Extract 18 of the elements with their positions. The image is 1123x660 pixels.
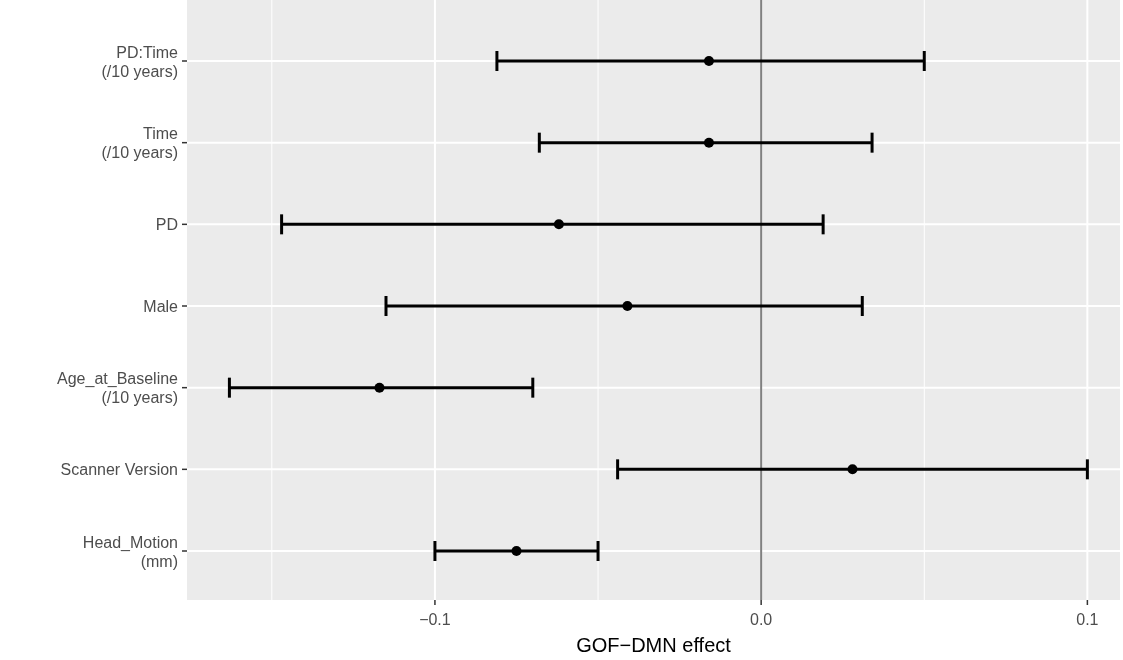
- y-tick-label: Time (/10 years): [101, 125, 179, 162]
- y-tick-label: Scanner Version: [60, 461, 178, 479]
- point: [847, 464, 858, 475]
- point: [703, 137, 714, 148]
- x-axis-title: GOF−DMN effect: [576, 634, 732, 656]
- x-tick-label: 0.1: [1076, 611, 1099, 628]
- y-tick-label: Male: [143, 298, 179, 315]
- y-tick-label: Head_Motion (mm): [82, 533, 178, 570]
- y-tick-label: PD:Time (/10 years): [101, 43, 179, 80]
- x-tick-label: 0.0: [750, 611, 773, 628]
- point: [553, 219, 564, 230]
- y-tick-label: PD: [155, 216, 178, 234]
- point: [622, 301, 633, 311]
- point: [703, 56, 714, 66]
- point: [511, 546, 522, 556]
- y-tick-label: Age_at_Baseline (/10 years): [57, 370, 179, 407]
- x-tick-label: −0.1: [419, 611, 451, 628]
- point: [374, 382, 385, 393]
